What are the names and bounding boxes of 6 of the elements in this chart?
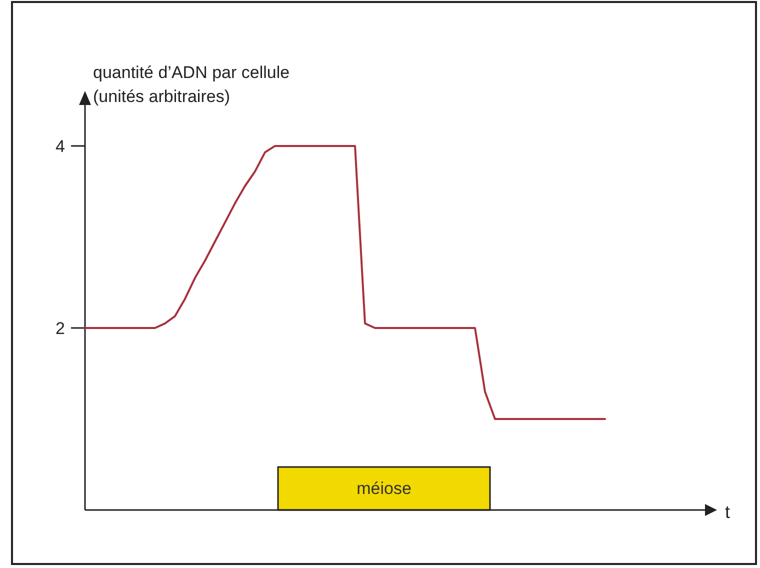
y-tick-label: 2	[56, 318, 65, 338]
text: t	[725, 502, 730, 522]
line-series	[84, 144, 606, 420]
y-axis-title: quantité d’ADN par cellule (unités arbitraires)	[93, 63, 290, 106]
y-tick-label: 4	[56, 136, 65, 156]
annotation: méiose	[356, 479, 412, 498]
